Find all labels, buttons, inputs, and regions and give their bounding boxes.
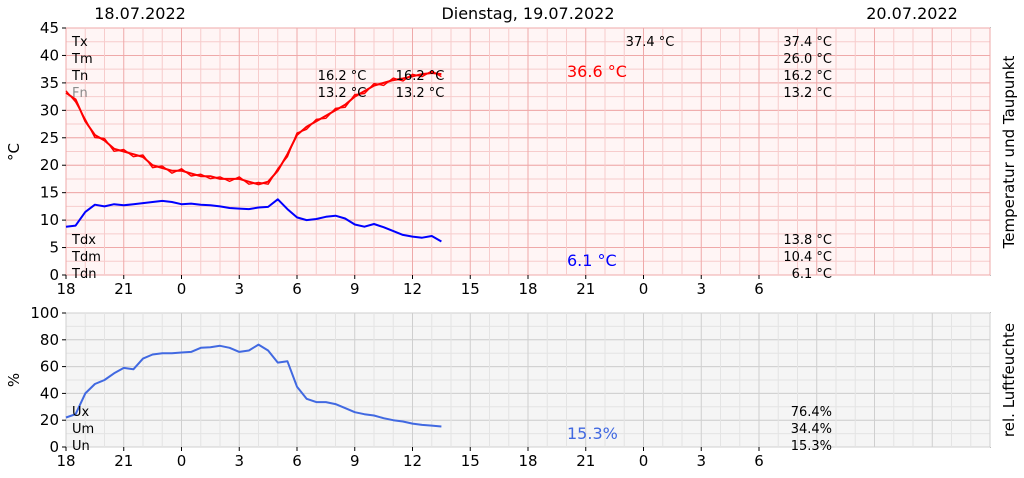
humidity-end-label: 15.3% — [567, 424, 618, 443]
x-tick-label: 6 — [292, 280, 302, 298]
x-tick-label: 0 — [177, 280, 187, 298]
x-tick-label: 12 — [403, 452, 422, 470]
humidity-series — [65, 343, 442, 428]
x-tick-label: 15 — [461, 452, 480, 470]
x-tick-label: 0 — [639, 452, 649, 470]
stat-tx: 37.4 °C — [783, 35, 832, 50]
y-tick-label: 10 — [40, 211, 59, 229]
stat-um: Um — [72, 422, 94, 437]
humidity-panel: 0 20 40 60 80 100 18 21 0 3 6 9 12 15 18 21 0 3 6 % rel. … — [5, 304, 1018, 470]
stat-label-tx: Tx — [71, 35, 88, 50]
stat-tdx: 13.8 °C — [783, 233, 832, 248]
x-tick-label: 3 — [696, 280, 706, 298]
x-tick-label: 18 — [518, 452, 537, 470]
y-tick-label: 30 — [40, 101, 59, 119]
stat-um-value: 34.4% — [791, 422, 832, 437]
y-tick-label: 45 — [40, 19, 59, 37]
stat-un: Un — [72, 439, 90, 454]
x-tick-label: 6 — [754, 452, 764, 470]
x-tick-label: 3 — [234, 452, 244, 470]
dew-end-label: 6.1 °C — [567, 251, 617, 270]
y-tick-label: 80 — [40, 331, 59, 349]
y-tick-label: 20 — [40, 156, 59, 174]
date-left: 18.07.2022 — [94, 4, 186, 23]
stat-label-tm: Tm — [71, 52, 93, 67]
y-tick-label: 0 — [49, 266, 59, 284]
stat-label-tdx: Tdx — [71, 233, 96, 248]
dew-line — [65, 198, 442, 243]
stat-label-tdn: Tdn — [71, 267, 96, 282]
temperature-y-ticks: 0 5 10 15 20 25 30 35 40 45 — [40, 19, 66, 284]
y-tick-label: 100 — [30, 304, 59, 322]
y-tick-label: 35 — [40, 74, 59, 92]
stat-tm: 26.0 °C — [783, 52, 832, 67]
x-tick-label: 3 — [696, 452, 706, 470]
x-tick-label: 18 — [56, 452, 75, 470]
stat-tdn: 6.1 °C — [792, 267, 832, 282]
humidity-line — [65, 343, 442, 428]
stat-label-fn: Fn — [72, 86, 88, 101]
stat-ux: Ux — [72, 405, 90, 420]
x-tick-label: 9 — [350, 452, 360, 470]
stat-fn-day1: 13.2 °C — [318, 86, 367, 101]
stat-tn-day2: 16.2 °C — [396, 69, 445, 84]
temp-end-label: 36.6 °C — [567, 62, 627, 81]
y-tick-label: 0 — [49, 438, 59, 456]
x-tick-label: 0 — [639, 280, 649, 298]
stat-label-tdm: Tdm — [71, 250, 101, 265]
x-tick-label: 21 — [114, 280, 133, 298]
humidity-grid — [65, 312, 991, 448]
x-tick-label: 12 — [403, 280, 422, 298]
stat-tdm: 10.4 °C — [783, 250, 832, 265]
temperature-panel: 0 5 10 15 20 25 30 35 40 45 18 21 0 3 6 9 12 15 18 21 0 3 6 °… — [5, 19, 1018, 298]
humidity-x-ticks: 18 21 0 3 6 9 12 15 18 21 0 3 6 — [56, 447, 764, 470]
humidity-y-ticks: 0 20 40 60 80 100 — [30, 304, 66, 456]
temperature-grid — [65, 27, 991, 276]
stat-tn-day1: 16.2 °C — [318, 69, 367, 84]
stat-un-value: 15.3% — [791, 439, 832, 454]
stat-ux-value: 76.4% — [791, 405, 832, 420]
date-center: Dienstag, 19.07.2022 — [441, 4, 614, 23]
temperature-series — [65, 70, 442, 243]
y-tick-label: 40 — [40, 384, 59, 402]
x-tick-label: 0 — [177, 452, 187, 470]
x-tick-label: 9 — [350, 280, 360, 298]
y-tick-label: 60 — [40, 358, 59, 376]
x-tick-label: 6 — [754, 280, 764, 298]
x-tick-label: 18 — [56, 280, 75, 298]
temp-line-sensor-2 — [65, 70, 442, 185]
stat-label-tn: Tn — [71, 69, 88, 84]
stat-tn: 16.2 °C — [783, 69, 832, 84]
x-tick-label: 21 — [576, 280, 595, 298]
y-tick-label: 20 — [40, 411, 59, 429]
y-tick-label: 25 — [40, 129, 59, 147]
x-tick-label: 15 — [461, 280, 480, 298]
stat-tx-day: 37.4 °C — [626, 35, 675, 50]
temperature-y-label: °C — [5, 143, 23, 161]
stat-fn: 13.2 °C — [783, 86, 832, 101]
y-tick-label: 5 — [49, 239, 59, 257]
y-tick-label: 15 — [40, 184, 59, 202]
temperature-x-ticks: 18 21 0 3 6 9 12 15 18 21 0 3 6 — [56, 275, 764, 298]
humidity-y-label: % — [5, 373, 23, 387]
temperature-stats-left: Tx Tm Tn Fn Tdx Tdm Tdn — [71, 35, 101, 282]
temperature-right-label: Temperatur und Taupunkt — [1000, 56, 1018, 250]
date-right: 20.07.2022 — [866, 4, 958, 23]
x-tick-label: 21 — [576, 452, 595, 470]
x-tick-label: 6 — [292, 452, 302, 470]
stat-fn-day2: 13.2 °C — [396, 86, 445, 101]
x-tick-label: 3 — [234, 280, 244, 298]
y-tick-label: 40 — [40, 46, 59, 64]
x-tick-label: 21 — [114, 452, 133, 470]
x-tick-label: 18 — [518, 280, 537, 298]
humidity-right-label: rel. Luftfeuchte — [1000, 323, 1018, 437]
